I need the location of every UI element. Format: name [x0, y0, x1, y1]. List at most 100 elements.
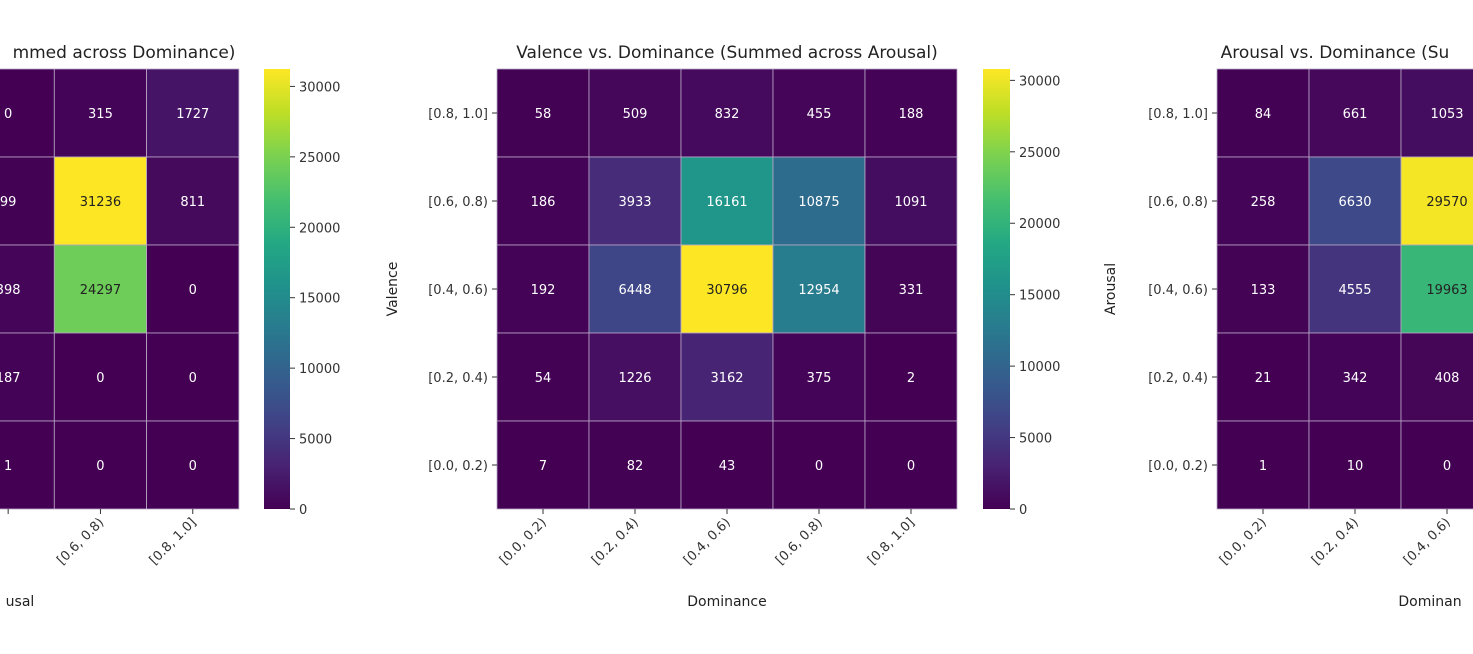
- x-tick-label: [0.8, 1.0]: [147, 515, 200, 568]
- y-axis-label: Arousal: [1103, 263, 1119, 315]
- cell-value-label: 6448: [618, 283, 651, 298]
- y-axis-label: Valence: [385, 262, 401, 317]
- cell-value-label: 82: [627, 459, 644, 474]
- cell-value-label: 0: [189, 283, 197, 298]
- colorbar-tick-label: 5000: [299, 433, 332, 448]
- chart-title: mmed across Dominance): [13, 43, 236, 63]
- colorbar-tick-label: 0: [299, 503, 307, 518]
- heatmap-cell: [1308, 332, 1402, 422]
- heatmap-cell: [1216, 332, 1310, 422]
- colorbar-tick-label: 10000: [1019, 360, 1060, 375]
- heatmap-cell: [0, 332, 55, 422]
- heatmap-cell: [864, 156, 958, 246]
- heatmap-cell: [53, 244, 148, 334]
- y-tick-label: [0.8, 1.0]: [1148, 107, 1208, 122]
- x-tick-label: [0.6, 0.8): [773, 515, 826, 568]
- x-axis-label: usal: [6, 594, 35, 610]
- heatmap-cell: [588, 156, 682, 246]
- colorbar-tick-label: 20000: [299, 221, 340, 236]
- heatmap-cell: [496, 244, 590, 334]
- y-tick-label: [0.8, 1.0]: [428, 107, 488, 122]
- y-tick-label: [0.4, 0.6): [428, 283, 488, 298]
- cell-value-label: 30796: [706, 283, 747, 298]
- cell-value-label: 192: [531, 283, 556, 298]
- heatmap-cell: [496, 332, 590, 422]
- heatmap-cell: [588, 332, 682, 422]
- cell-value-label: 342: [1343, 371, 1368, 386]
- heatmap-cell: [53, 156, 148, 246]
- x-tick-label: [0.0, 0.2): [1217, 515, 1270, 568]
- colorbar-tick-label: 25000: [1019, 146, 1060, 161]
- y-tick-label: [0.6, 0.8): [428, 195, 488, 210]
- cell-value-label: 133: [1251, 283, 1276, 298]
- x-tick-label: [0.4, 0.6): [1401, 515, 1454, 568]
- cell-value-label: 84: [1255, 107, 1272, 122]
- colorbar-tick-label: 20000: [1019, 217, 1060, 232]
- heatmap-cell: [680, 420, 774, 510]
- heatmap-cell: [1400, 244, 1473, 334]
- heatmap-panel-valence-arousal: mmed across Dominance) 0 315 1727 99 31236 811…: [0, 43, 340, 610]
- cell-value-label: 21: [1255, 371, 1272, 386]
- colorbar-tick-label: 15000: [1019, 289, 1060, 304]
- heatmap-cell: [1308, 420, 1402, 510]
- colorbar-tick-label: 25000: [299, 151, 340, 166]
- heatmap-cell: [1400, 68, 1473, 158]
- cell-value-label: 99: [0, 195, 16, 210]
- heatmap-cell: [0, 420, 55, 510]
- cell-value-label: 661: [1343, 107, 1368, 122]
- cell-value-label: 187: [0, 371, 21, 386]
- heatmap-cell: [680, 68, 774, 158]
- chart-title: Valence vs. Dominance (Summed across Aro…: [516, 43, 938, 63]
- cell-value-label: 408: [1435, 371, 1460, 386]
- heatmap-cell: [1400, 156, 1473, 246]
- colorbar-tick-label: 0: [1019, 503, 1027, 518]
- x-tick-label: [0.2, 0.4): [589, 515, 642, 568]
- cell-value-label: 0: [96, 371, 104, 386]
- heatmap-cell: [146, 420, 240, 510]
- cell-value-label: 6630: [1338, 195, 1371, 210]
- heatmap-cell: [588, 68, 682, 158]
- heatmap-cell: [53, 332, 148, 422]
- cell-value-label: 1727: [176, 107, 209, 122]
- cell-value-label: 10: [1347, 459, 1364, 474]
- heatmap-cell: [1308, 68, 1402, 158]
- cell-value-label: 58: [535, 107, 552, 122]
- y-tick-label: [0.2, 0.4): [428, 371, 488, 386]
- cell-value-label: 811: [180, 195, 205, 210]
- colorbar: [983, 69, 1010, 509]
- heatmap-cell: [0, 244, 55, 334]
- chart-title: Arousal vs. Dominance (Su: [1221, 43, 1450, 63]
- cell-value-label: 0: [4, 107, 12, 122]
- cell-value-label: 10875: [798, 195, 839, 210]
- cell-value-label: 1053: [1430, 107, 1463, 122]
- cell-value-label: 0: [815, 459, 823, 474]
- cell-value-label: 186: [531, 195, 556, 210]
- cell-value-label: 4555: [1338, 283, 1371, 298]
- cell-value-label: 455: [807, 107, 832, 122]
- cell-value-label: 2: [907, 371, 915, 386]
- colorbar-tick-label: 30000: [1019, 74, 1060, 89]
- cell-value-label: 0: [189, 459, 197, 474]
- cell-value-label: 1: [4, 459, 12, 474]
- cell-value-label: 19963: [1426, 283, 1467, 298]
- cell-value-label: 375: [807, 371, 832, 386]
- heatmap-cell: [496, 156, 590, 246]
- heatmap-cell: [1308, 156, 1402, 246]
- heatmap-cell: [772, 332, 866, 422]
- heatmap-cell: [1308, 244, 1402, 334]
- cell-value-label: 3162: [710, 371, 743, 386]
- y-tick-label: [0.0, 0.2): [428, 459, 488, 474]
- cell-value-label: 0: [907, 459, 915, 474]
- heatmap-cell: [1400, 332, 1473, 422]
- y-tick-label: [0.2, 0.4): [1148, 371, 1208, 386]
- cell-value-label: 1091: [894, 195, 927, 210]
- colorbar: [264, 69, 290, 509]
- cell-value-label: 3933: [618, 195, 651, 210]
- cell-value-label: 258: [1251, 195, 1276, 210]
- cell-value-label: 31236: [80, 195, 121, 210]
- cell-value-label: 188: [899, 107, 924, 122]
- y-tick-label: [0.6, 0.8): [1148, 195, 1208, 210]
- cell-value-label: 1226: [618, 371, 651, 386]
- cell-value-label: 43: [719, 459, 736, 474]
